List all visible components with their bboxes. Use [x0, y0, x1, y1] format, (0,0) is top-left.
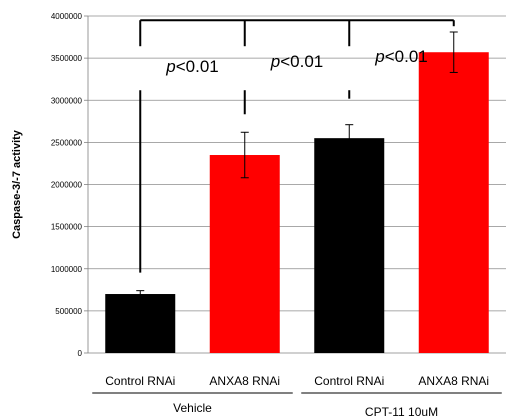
- category-label-3: Control RNAi: [314, 374, 384, 388]
- y-tick-label: 1000000: [51, 265, 83, 274]
- error-bar-1: [136, 290, 145, 298]
- p-value-label-3: p<0.01: [374, 47, 427, 66]
- p-value-label-2: p<0.01: [270, 52, 323, 71]
- significance-annotations: p<0.01 p<0.01 p<0.01: [139, 19, 455, 273]
- bars: [105, 52, 489, 353]
- bar-1: [105, 294, 176, 353]
- y-tick-label: 4000000: [51, 12, 83, 21]
- y-tick-label: 3500000: [51, 54, 83, 63]
- group-label-2: CPT-11 10uM: [365, 405, 438, 418]
- bar-3: [314, 138, 385, 353]
- category-label-2: ANXA8 RNAi: [209, 374, 280, 388]
- y-axis: 0 500000 1000000 1500000 2000000 2500000 30000…: [51, 12, 89, 358]
- y-tick-label: 3000000: [51, 96, 83, 105]
- bar-2: [209, 155, 280, 353]
- error-bar-2: [240, 131, 249, 179]
- category-label-1: Control RNAi: [105, 374, 175, 388]
- error-bar-4: [449, 31, 458, 73]
- y-tick-label: 500000: [55, 307, 82, 316]
- bar-4: [418, 52, 489, 353]
- p-value-label-1: p<0.01: [165, 57, 218, 76]
- y-tick-label: 2000000: [51, 181, 83, 190]
- group-label-1: Vehicle: [173, 401, 212, 415]
- y-tick-label: 1500000: [51, 223, 83, 232]
- y-axis-label: Caspase-3/-7 activity: [11, 129, 23, 239]
- x-axis-labels: Control RNAi ANXA8 RNAi Control RNAi ANXA8 …: [92, 374, 502, 418]
- y-tick-label: 0: [78, 349, 83, 358]
- category-label-4: ANXA8 RNAi: [418, 374, 489, 388]
- error-bar-3: [345, 124, 354, 153]
- y-tick-label: 2500000: [51, 138, 83, 147]
- error-bars: [136, 31, 458, 298]
